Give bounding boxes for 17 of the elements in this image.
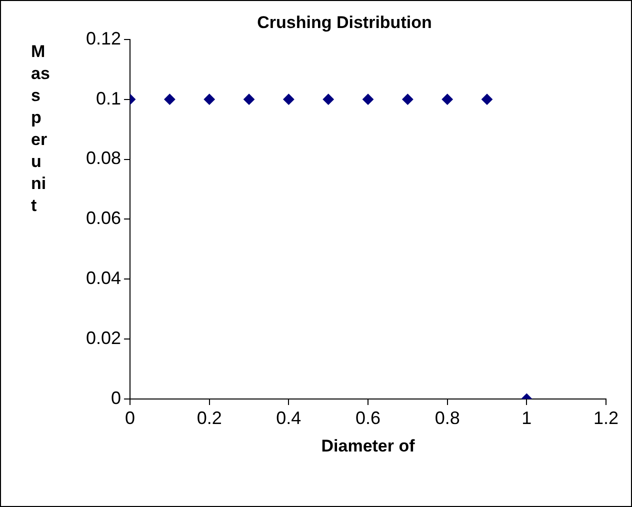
x-tick-label: 0.4 (276, 408, 302, 428)
chart-title: Crushing Distribution (257, 12, 432, 32)
y-tick-label: 0.02 (86, 328, 122, 348)
y-tick-label: 0.1 (96, 88, 122, 108)
x-tick-label: 0.6 (356, 408, 381, 428)
y-tick-label: 0.12 (86, 28, 122, 48)
y-axis-title: Mass per unit (31, 41, 50, 217)
x-tick-label: 0.2 (196, 408, 222, 428)
y-tick-label: 0.08 (86, 148, 122, 168)
x-tick-label: 0 (125, 408, 136, 428)
x-tick-label: 0.8 (434, 408, 460, 428)
y-tick-label: 0.06 (86, 208, 122, 228)
y-tick-label: 0.04 (86, 268, 122, 288)
y-tick-label: 0 (111, 388, 122, 408)
x-axis-title: Diameter of (321, 436, 416, 456)
x-tick-label: 1.2 (593, 408, 619, 428)
x-tick-label: 1 (522, 408, 532, 428)
